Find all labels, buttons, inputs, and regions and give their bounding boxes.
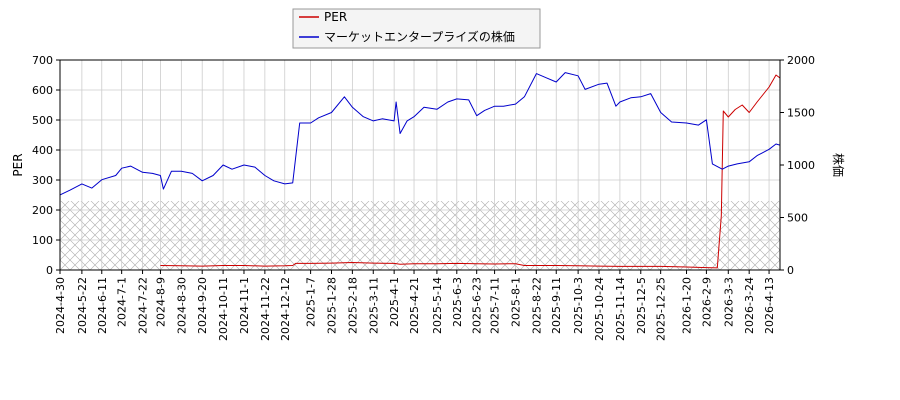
- right-tick-label: 2000: [787, 54, 815, 67]
- x-tick-label: 2025-12-25: [655, 277, 668, 341]
- x-tick-label: 2024-5-22: [76, 277, 89, 334]
- right-tick-label: 0: [787, 264, 794, 277]
- x-tick-label: 2024-12-12: [279, 277, 292, 341]
- x-tick-label: 2026-4-13: [763, 277, 776, 334]
- x-tick-label: 2024-4-30: [54, 277, 67, 334]
- x-tick-label: 2025-5-14: [431, 277, 444, 334]
- left-tick-label: 0: [46, 264, 53, 277]
- x-tick-label: 2025-1-28: [325, 277, 338, 334]
- x-tick-label: 2025-8-1: [509, 277, 522, 327]
- x-axis: 2024-4-30 2024-5-22 2024-6-11 2024-7-1 2024-…: [54, 270, 776, 341]
- series-line-stock-price: [60, 72, 780, 196]
- right-tick-label: 1000: [787, 159, 815, 172]
- x-tick-label: 2024-9-20: [196, 277, 209, 334]
- series-lines: [60, 72, 780, 269]
- left-tick-label: 400: [32, 144, 53, 157]
- x-tick-label: 2024-11-22: [259, 277, 272, 341]
- right-axis-label: 株価: [831, 153, 846, 177]
- x-tick-label: 2024-8-30: [175, 277, 188, 334]
- x-tick-label: 2024-7-1: [116, 277, 129, 327]
- left-tick-label: 100: [32, 234, 53, 247]
- x-tick-label: 2025-9-11: [550, 277, 563, 334]
- x-tick-label: 2025-6-23: [471, 277, 484, 334]
- left-axis-label: PER: [11, 153, 25, 176]
- legend-label-per: PER: [324, 10, 347, 24]
- low-per-hatched-band: [60, 201, 780, 270]
- left-y-axis: 0 100 200 300 400 500 600 700: [32, 54, 60, 277]
- x-tick-label: 2026-3-24: [743, 277, 756, 334]
- x-tick-label: 2025-2-18: [346, 277, 359, 334]
- x-tick-label: 2025-10-3: [572, 277, 585, 334]
- x-tick-label: 2025-1-7: [305, 277, 318, 327]
- x-tick-label: 2025-8-22: [530, 277, 543, 334]
- series-line-per: [160, 74, 780, 269]
- x-tick-label: 2025-6-3: [451, 277, 464, 327]
- right-tick-label: 500: [787, 212, 808, 225]
- x-tick-label: 2025-10-24: [593, 277, 606, 341]
- x-tick-label: 2026-2-9: [700, 277, 713, 327]
- x-tick-label: 2024-10-11: [217, 277, 230, 341]
- left-tick-label: 300: [32, 174, 53, 187]
- left-tick-label: 700: [32, 54, 53, 67]
- x-tick-label: 2025-3-11: [367, 277, 380, 334]
- x-tick-label: 2024-8-9: [154, 277, 167, 327]
- x-tick-label: 2024-7-22: [137, 277, 150, 334]
- x-tick-label: 2024-6-11: [96, 277, 109, 334]
- legend: PER マーケットエンタープライズの株価: [292, 8, 541, 49]
- x-tick-label: 2025-4-21: [408, 277, 421, 334]
- left-tick-label: 600: [32, 84, 53, 97]
- right-y-axis: 0 500 1000 1500 2000: [780, 54, 815, 277]
- right-tick-label: 1500: [787, 107, 815, 120]
- left-tick-label: 200: [32, 204, 53, 217]
- legend-label-stock-price: マーケットエンタープライズの株価: [324, 29, 515, 44]
- left-tick-label: 500: [32, 114, 53, 127]
- x-tick-label: 2025-12-5: [635, 277, 648, 334]
- x-tick-label: 2025-4-1: [388, 277, 401, 327]
- x-tick-label: 2024-11-1: [238, 277, 251, 334]
- x-tick-label: 2025-11-14: [614, 277, 627, 341]
- x-tick-label: 2025-7-11: [489, 277, 502, 334]
- legend-box: [292, 8, 541, 49]
- x-tick-label: 2026-3-3: [722, 277, 735, 327]
- x-tick-label: 2026-1-20: [681, 277, 694, 334]
